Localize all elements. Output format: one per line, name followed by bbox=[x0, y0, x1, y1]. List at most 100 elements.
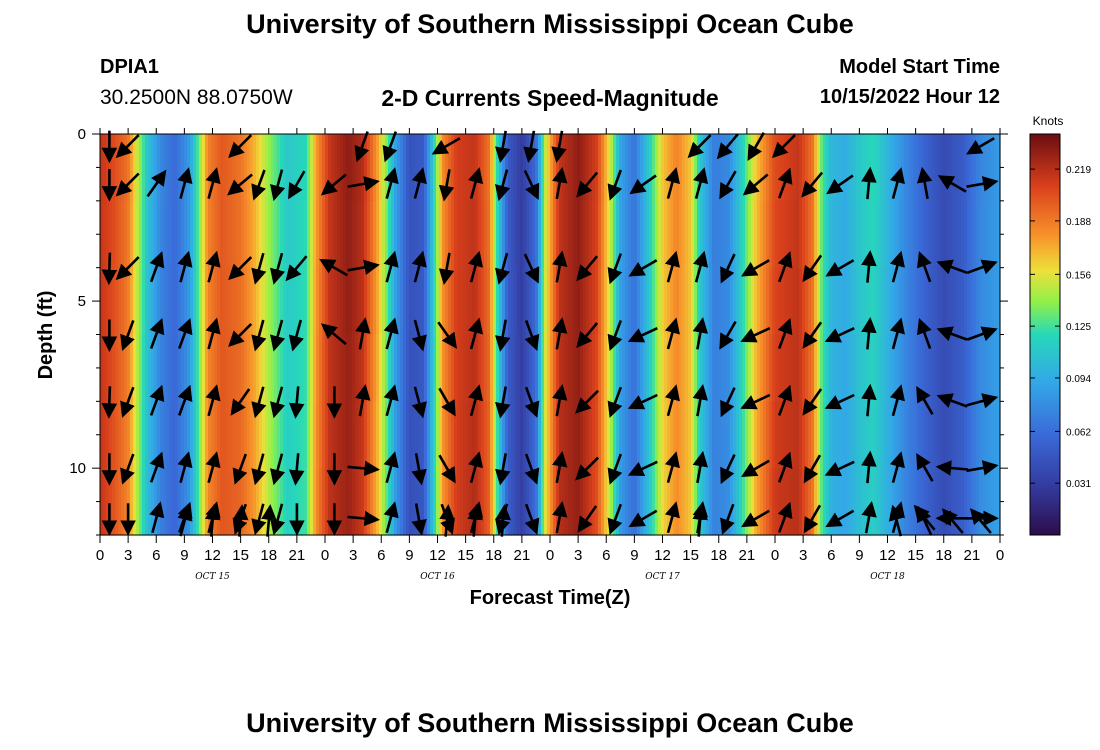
heatmap-cell bbox=[496, 468, 500, 536]
heatmap-cell bbox=[142, 401, 146, 469]
heatmap-cell bbox=[673, 200, 677, 269]
heatmap-cell bbox=[328, 267, 332, 336]
heatmap-cell bbox=[562, 334, 566, 402]
heatmap-cell bbox=[433, 134, 437, 202]
current-vector-arrow bbox=[115, 134, 140, 159]
heatmap-cell bbox=[796, 200, 800, 269]
heatmap-cell bbox=[952, 468, 956, 536]
heatmap-cell bbox=[721, 267, 725, 336]
heatmap-cell bbox=[625, 401, 629, 469]
heatmap-cell bbox=[256, 334, 260, 402]
heatmap-cell bbox=[265, 401, 269, 469]
heatmap-cell bbox=[814, 334, 818, 402]
heatmap-cell bbox=[577, 334, 581, 402]
heatmap-cell bbox=[379, 267, 383, 336]
heatmap-cell bbox=[802, 134, 806, 202]
heatmap-cell bbox=[250, 401, 254, 469]
heatmap-cell bbox=[526, 267, 530, 336]
heatmap-cell bbox=[886, 468, 890, 536]
heatmap-cell bbox=[748, 267, 752, 336]
heatmap-cell bbox=[289, 468, 293, 536]
heatmap-cell bbox=[487, 200, 491, 269]
heatmap-cell bbox=[757, 334, 761, 402]
heatmap-cell bbox=[109, 334, 113, 402]
heatmap-cell bbox=[253, 334, 257, 402]
heatmap-cell bbox=[610, 401, 614, 469]
heatmap-cell bbox=[646, 267, 650, 336]
heatmap-cell bbox=[478, 334, 482, 402]
heatmap-cell bbox=[496, 334, 500, 402]
heatmap-cell bbox=[763, 401, 767, 469]
heatmap-cell bbox=[802, 334, 806, 402]
heatmap-cell bbox=[784, 334, 788, 402]
heatmap-cell bbox=[490, 267, 494, 336]
heatmap-cell bbox=[205, 334, 209, 402]
heatmap-cell bbox=[157, 200, 161, 269]
heatmap-cell bbox=[763, 334, 767, 402]
heatmap-cell bbox=[352, 134, 356, 202]
heatmap-cell bbox=[307, 200, 311, 269]
heatmap-cell bbox=[628, 468, 632, 536]
heatmap-cell bbox=[400, 334, 404, 402]
heatmap-cell bbox=[691, 401, 695, 469]
heatmap-cell bbox=[115, 468, 119, 536]
current-vector-arrow bbox=[552, 317, 568, 350]
heatmap-cell bbox=[106, 267, 110, 336]
heatmap-cell bbox=[601, 267, 605, 336]
heatmap-cell bbox=[490, 334, 494, 402]
heatmap-cell bbox=[202, 200, 206, 269]
heatmap-cell bbox=[721, 334, 725, 402]
heatmap-cell bbox=[805, 334, 809, 402]
current-vector-arrow bbox=[777, 501, 793, 533]
heatmap-cell bbox=[205, 401, 209, 469]
heatmap-cell bbox=[823, 267, 827, 336]
heatmap-cell bbox=[676, 334, 680, 402]
heatmap-cell bbox=[766, 334, 770, 402]
current-vector-arrow bbox=[575, 389, 600, 414]
heatmap-cell bbox=[685, 134, 689, 202]
x-tick-label: 12 bbox=[204, 547, 221, 564]
current-vector-arrow bbox=[495, 252, 511, 285]
current-vector-arrow bbox=[270, 386, 286, 419]
heatmap-cell bbox=[208, 267, 212, 336]
heatmap-cell bbox=[682, 401, 686, 469]
current-vector-arrow bbox=[628, 259, 658, 277]
heatmap-cell bbox=[358, 468, 362, 536]
current-vector-arrow bbox=[355, 384, 371, 417]
heatmap-cell bbox=[142, 267, 146, 336]
heatmap-cell bbox=[727, 200, 731, 269]
heatmap-cell bbox=[427, 401, 431, 469]
colorbar-tick-label: 0.125 bbox=[1066, 322, 1091, 333]
heatmap-cell bbox=[343, 401, 347, 469]
heatmap-cell bbox=[712, 267, 716, 336]
heatmap-cell bbox=[160, 267, 164, 336]
heatmap-cell bbox=[718, 200, 722, 269]
heatmap-cell bbox=[982, 401, 986, 469]
current-vector-arrow bbox=[802, 321, 823, 349]
heatmap-cell bbox=[322, 401, 326, 469]
heatmap-cell bbox=[547, 134, 551, 202]
heatmap-cell bbox=[193, 334, 197, 402]
heatmap-cell bbox=[634, 334, 638, 402]
page-title: University of Southern Mississippi Ocean… bbox=[246, 9, 854, 39]
current-vector-arrow bbox=[720, 387, 736, 418]
heatmap-cell bbox=[226, 200, 230, 269]
heatmap-cell bbox=[466, 401, 470, 469]
heatmap-cell bbox=[868, 200, 872, 269]
heatmap-cell bbox=[637, 267, 641, 336]
heatmap-cell bbox=[607, 334, 611, 402]
heatmap-cell bbox=[994, 134, 998, 202]
heatmap-cell bbox=[334, 401, 338, 469]
heatmap-cell bbox=[658, 401, 662, 469]
heatmap-cell bbox=[313, 401, 317, 469]
heatmap-cell bbox=[424, 267, 428, 336]
current-vector-arrow bbox=[177, 504, 193, 537]
heatmap-cell bbox=[103, 334, 107, 402]
current-vector-arrow bbox=[889, 250, 905, 283]
heatmap-cell bbox=[316, 134, 320, 202]
heatmap-cell bbox=[625, 134, 629, 202]
current-vector-arrow bbox=[467, 384, 484, 417]
heatmap-cell bbox=[346, 200, 350, 269]
heatmap-cell bbox=[742, 334, 746, 402]
heatmap-cell bbox=[529, 267, 533, 336]
